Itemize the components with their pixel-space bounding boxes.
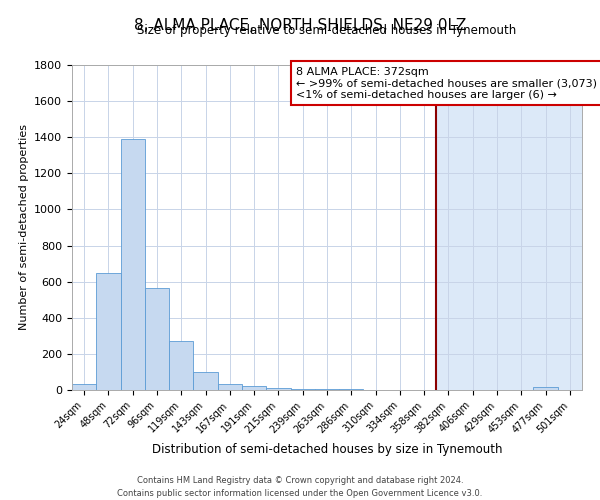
Bar — [145, 288, 169, 390]
Bar — [290, 389, 315, 390]
Bar — [169, 341, 193, 390]
Bar — [266, 388, 290, 390]
Bar — [96, 272, 121, 390]
Bar — [315, 389, 339, 390]
Y-axis label: Number of semi-detached properties: Number of semi-detached properties — [19, 124, 29, 330]
Text: Contains HM Land Registry data © Crown copyright and database right 2024.
Contai: Contains HM Land Registry data © Crown c… — [118, 476, 482, 498]
Bar — [242, 386, 266, 390]
Bar — [121, 139, 145, 390]
X-axis label: Distribution of semi-detached houses by size in Tynemouth: Distribution of semi-detached houses by … — [152, 443, 502, 456]
Title: Size of property relative to semi-detached houses in Tynemouth: Size of property relative to semi-detach… — [137, 24, 517, 38]
Bar — [193, 372, 218, 390]
Bar — [436, 65, 582, 390]
Bar — [533, 388, 558, 390]
Bar — [218, 384, 242, 390]
Text: 8 ALMA PLACE: 372sqm
← >99% of semi-detached houses are smaller (3,073)
<1% of s: 8 ALMA PLACE: 372sqm ← >99% of semi-deta… — [296, 66, 598, 100]
Text: 8, ALMA PLACE, NORTH SHIELDS, NE29 0LZ: 8, ALMA PLACE, NORTH SHIELDS, NE29 0LZ — [134, 18, 466, 32]
Bar — [339, 389, 364, 390]
Bar — [72, 384, 96, 390]
